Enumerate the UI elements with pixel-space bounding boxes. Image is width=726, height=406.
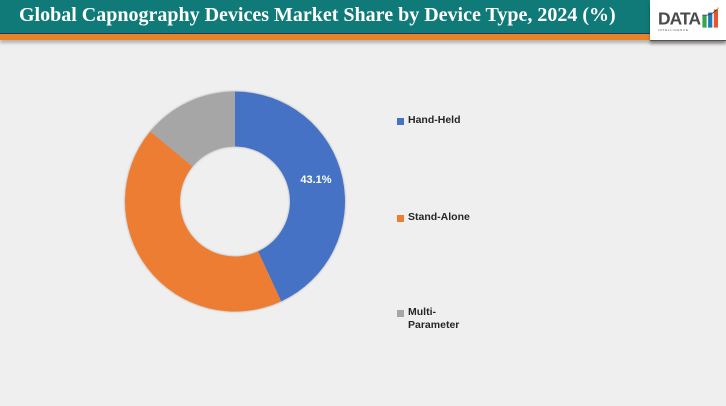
svg-text:43.1%: 43.1% — [300, 174, 331, 186]
